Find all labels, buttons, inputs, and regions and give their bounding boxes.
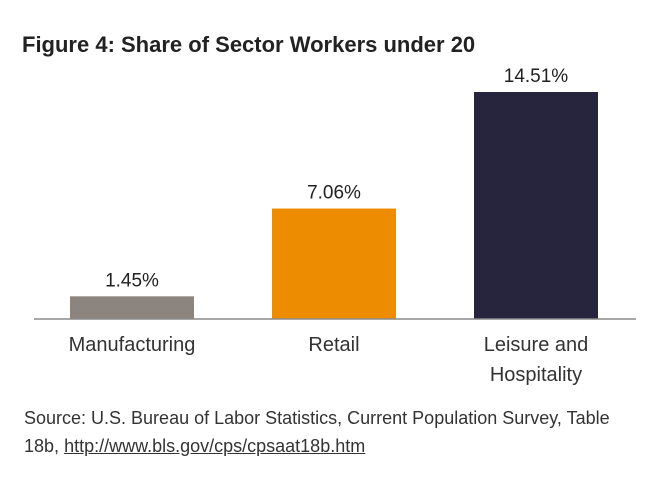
data-label-manufacturing: 1.45% bbox=[105, 270, 159, 291]
source-text: Source: U.S. Bureau of Labor Statistics,… bbox=[24, 408, 610, 456]
data-label-retail: 7.06% bbox=[307, 183, 361, 204]
category-label-retail: Retail bbox=[308, 334, 359, 356]
source-note: Source: U.S. Bureau of Labor Statistics,… bbox=[24, 404, 644, 460]
source-link[interactable]: http://www.bls.gov/cps/cpsaat18b.htm bbox=[64, 436, 366, 456]
plot-area: 1.45% Manufacturing 7.06% Retail 14.51% Leisu… bbox=[69, 66, 598, 386]
chart-title: Figure 4: Share of Sector Workers under … bbox=[22, 32, 475, 57]
bar-leisure-hospitality bbox=[474, 92, 598, 319]
bar-manufacturing bbox=[70, 296, 194, 319]
bar-retail bbox=[272, 208, 396, 319]
category-label-leisure-hospitality: Leisure and Hospitality bbox=[484, 334, 589, 386]
bar-chart: Figure 4: Share of Sector Workers under … bbox=[22, 32, 636, 386]
category-label-manufacturing: Manufacturing bbox=[69, 334, 196, 356]
data-label-leisure-hospitality: 14.51% bbox=[504, 66, 569, 87]
